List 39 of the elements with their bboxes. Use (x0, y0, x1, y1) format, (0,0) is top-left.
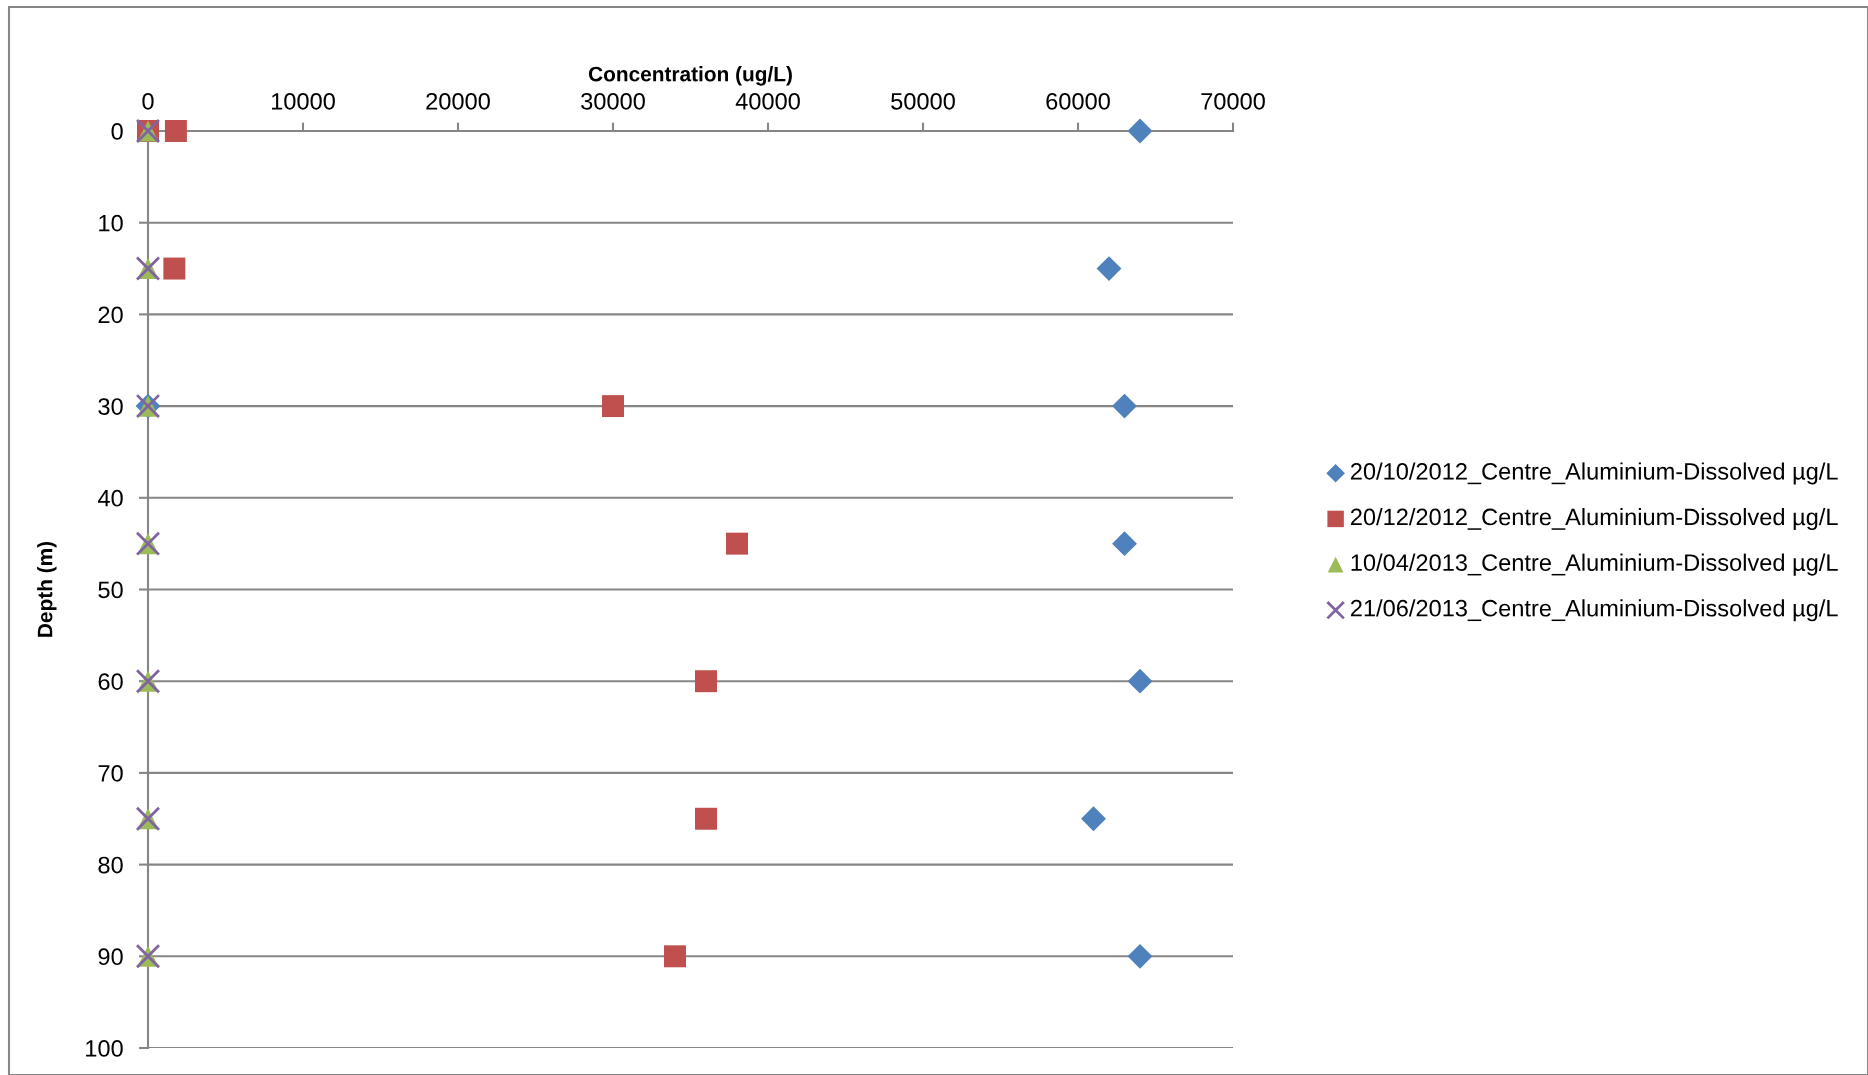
point (163, 257, 186, 280)
point (726, 532, 748, 555)
x-tick-label: 30000 (581, 92, 645, 110)
y-tick-label: 50 (98, 581, 123, 599)
legend-label: 20/10/2012_Centre_Aluminium-Dissolved µg/L (1350, 462, 1838, 485)
point (1081, 806, 1106, 832)
point (1127, 668, 1153, 694)
y-tick-label: 40 (97, 489, 123, 507)
point (1127, 118, 1153, 144)
point (602, 395, 624, 418)
y-tick-label: 10 (99, 214, 123, 232)
point (695, 670, 717, 693)
legend-label: 10/04/2013_Centre_Aluminium-Dissolved µg/L (1351, 553, 1838, 576)
point (1127, 943, 1153, 969)
y-tick-label: 30 (98, 398, 123, 415)
point (695, 807, 717, 830)
x-tick-label: 0 (142, 92, 154, 110)
point (1096, 256, 1122, 281)
y-tick-label: 70 (98, 764, 123, 782)
x-tick-label: 70000 (1201, 92, 1265, 110)
x-axis-title: Concentration (ug/L) (588, 66, 792, 86)
point (664, 945, 686, 968)
x-tick-label: 10000 (271, 92, 335, 110)
y-tick-label: 90 (98, 948, 123, 966)
x-tick-label: 60000 (1046, 92, 1110, 110)
legend-label: 20/12/2012_Centre_Aluminium-Dissolved µg/L (1350, 508, 1838, 531)
point (1112, 393, 1137, 419)
x-tick-label: 20000 (426, 92, 490, 110)
legend-label: 21/06/2013_Centre_Aluminium-Dissolved µg/L (1350, 599, 1838, 622)
y-tick-label: 100 (86, 1040, 123, 1057)
y-tick-label: 0 (111, 123, 123, 140)
y-tick-label: 20 (98, 306, 123, 324)
x-tick-label: 50000 (891, 92, 955, 110)
y-axis-title: Depth (m) (37, 541, 57, 637)
y-tick-label: 60 (98, 673, 123, 690)
point (1112, 531, 1137, 557)
y-tick-label: 80 (98, 856, 123, 874)
point (164, 120, 187, 142)
x-tick-label: 40000 (735, 92, 800, 110)
